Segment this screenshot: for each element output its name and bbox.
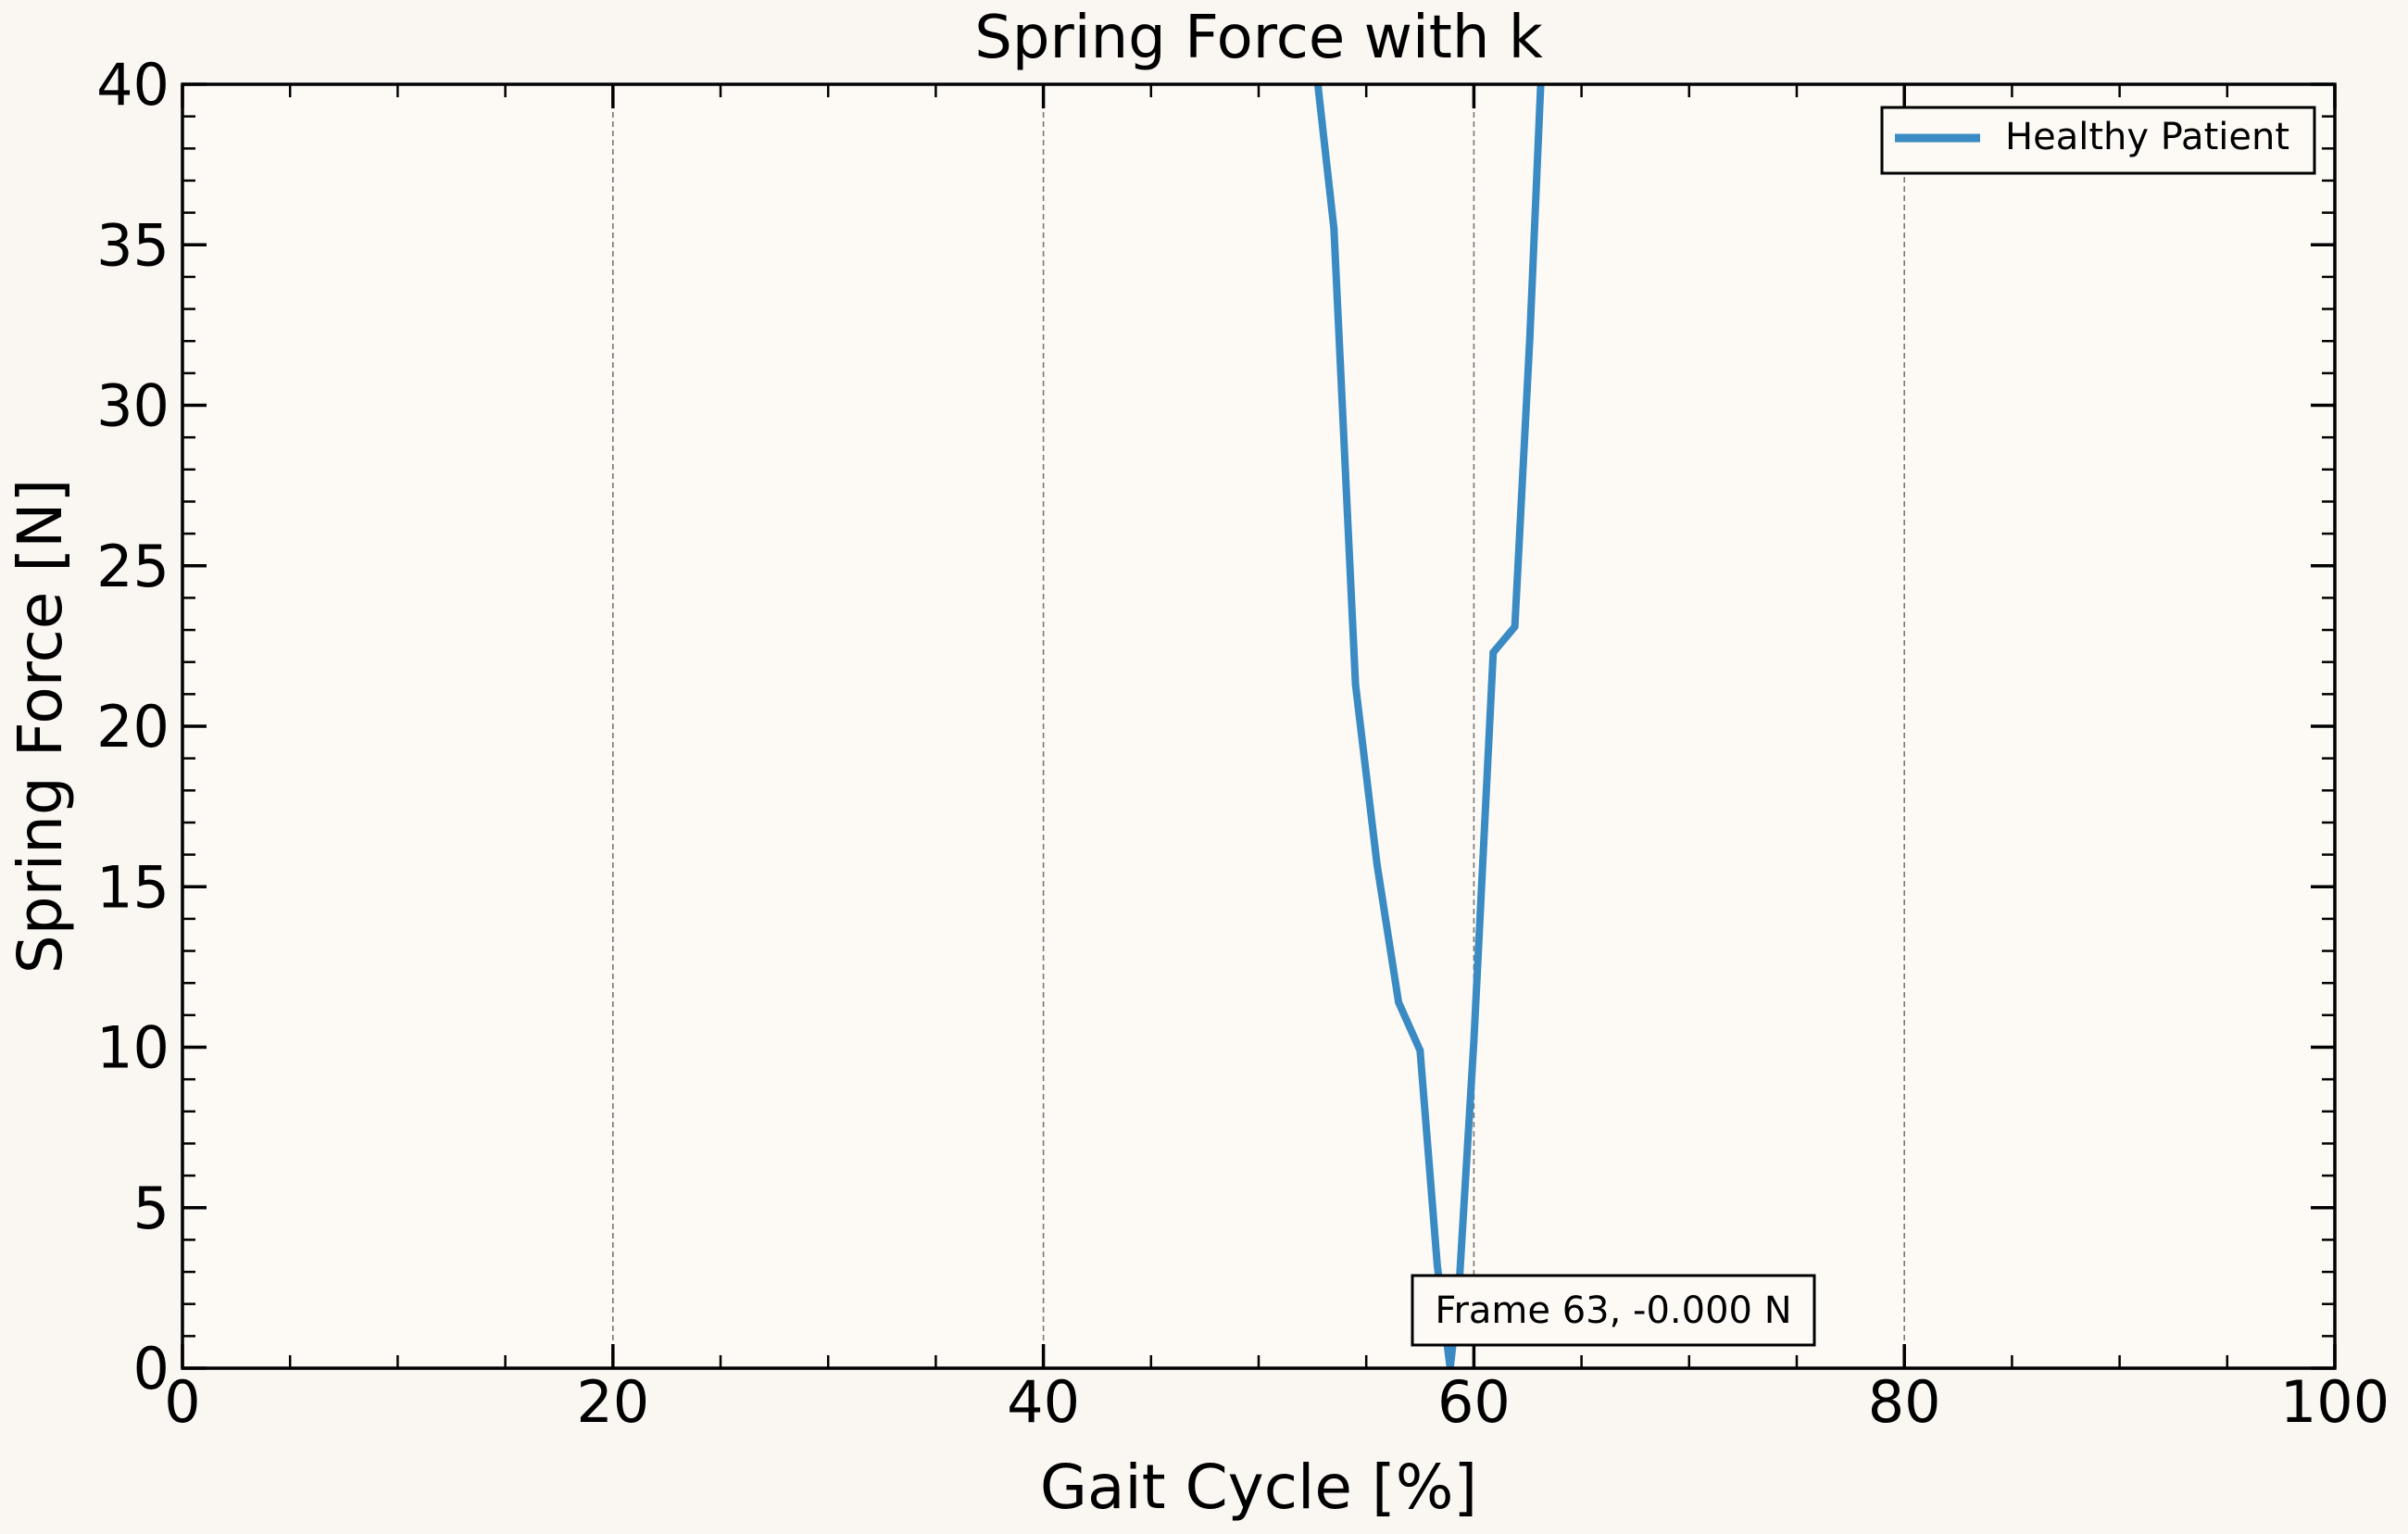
data-point — [1511, 622, 1519, 631]
x-tick-label: 40 — [1007, 1368, 1080, 1436]
y-tick-label: 25 — [96, 533, 169, 600]
legend: Healthy Patient — [1880, 106, 2316, 175]
x-axis-label: Gait Cycle [%] — [1040, 1452, 1477, 1523]
plot-area — [182, 84, 2335, 1368]
x-tick-label: 80 — [1868, 1368, 1941, 1436]
data-point — [1416, 1046, 1424, 1054]
y-tick-label: 0 — [133, 1335, 169, 1402]
y-tick-label: 35 — [96, 211, 169, 279]
grid-lines — [611, 84, 1905, 1368]
y-tick-label: 20 — [96, 693, 169, 761]
tick-labels: 0 20 40 60 80 100 0 5 10 15 20 25 30 35 40 — [96, 51, 2389, 1436]
y-tick-label: 30 — [96, 372, 169, 440]
y-tick-label: 40 — [96, 51, 169, 119]
data-point — [1525, 333, 1534, 342]
data-point — [1433, 1262, 1441, 1270]
data-point — [1489, 648, 1498, 657]
tick-marks — [181, 82, 2337, 1370]
annotation-label: Frame 63, -0.000 N — [1435, 1289, 1791, 1332]
x-tick-label: 0 — [164, 1368, 200, 1436]
data-point — [1351, 680, 1360, 688]
x-tick-label: 20 — [576, 1368, 649, 1436]
y-tick-label: 15 — [96, 853, 169, 921]
y-tick-label: 5 — [133, 1175, 169, 1242]
y-axis-label: Spring Force [N] — [5, 479, 76, 974]
x-tick-label: 100 — [2280, 1368, 2389, 1436]
data-point — [1395, 998, 1403, 1006]
annotation-box — [1411, 1274, 1816, 1347]
x-tick-label: 60 — [1437, 1368, 1511, 1436]
legend-label: Healthy Patient — [2005, 116, 2289, 158]
data-point — [1470, 1037, 1478, 1045]
chart-title: Spring Force with k — [974, 4, 1543, 72]
data-point — [1330, 224, 1338, 233]
data-point — [1373, 860, 1381, 868]
annotation: Frame 63, -0.000 N — [1411, 1274, 1816, 1347]
y-tick-label: 10 — [96, 1014, 169, 1082]
